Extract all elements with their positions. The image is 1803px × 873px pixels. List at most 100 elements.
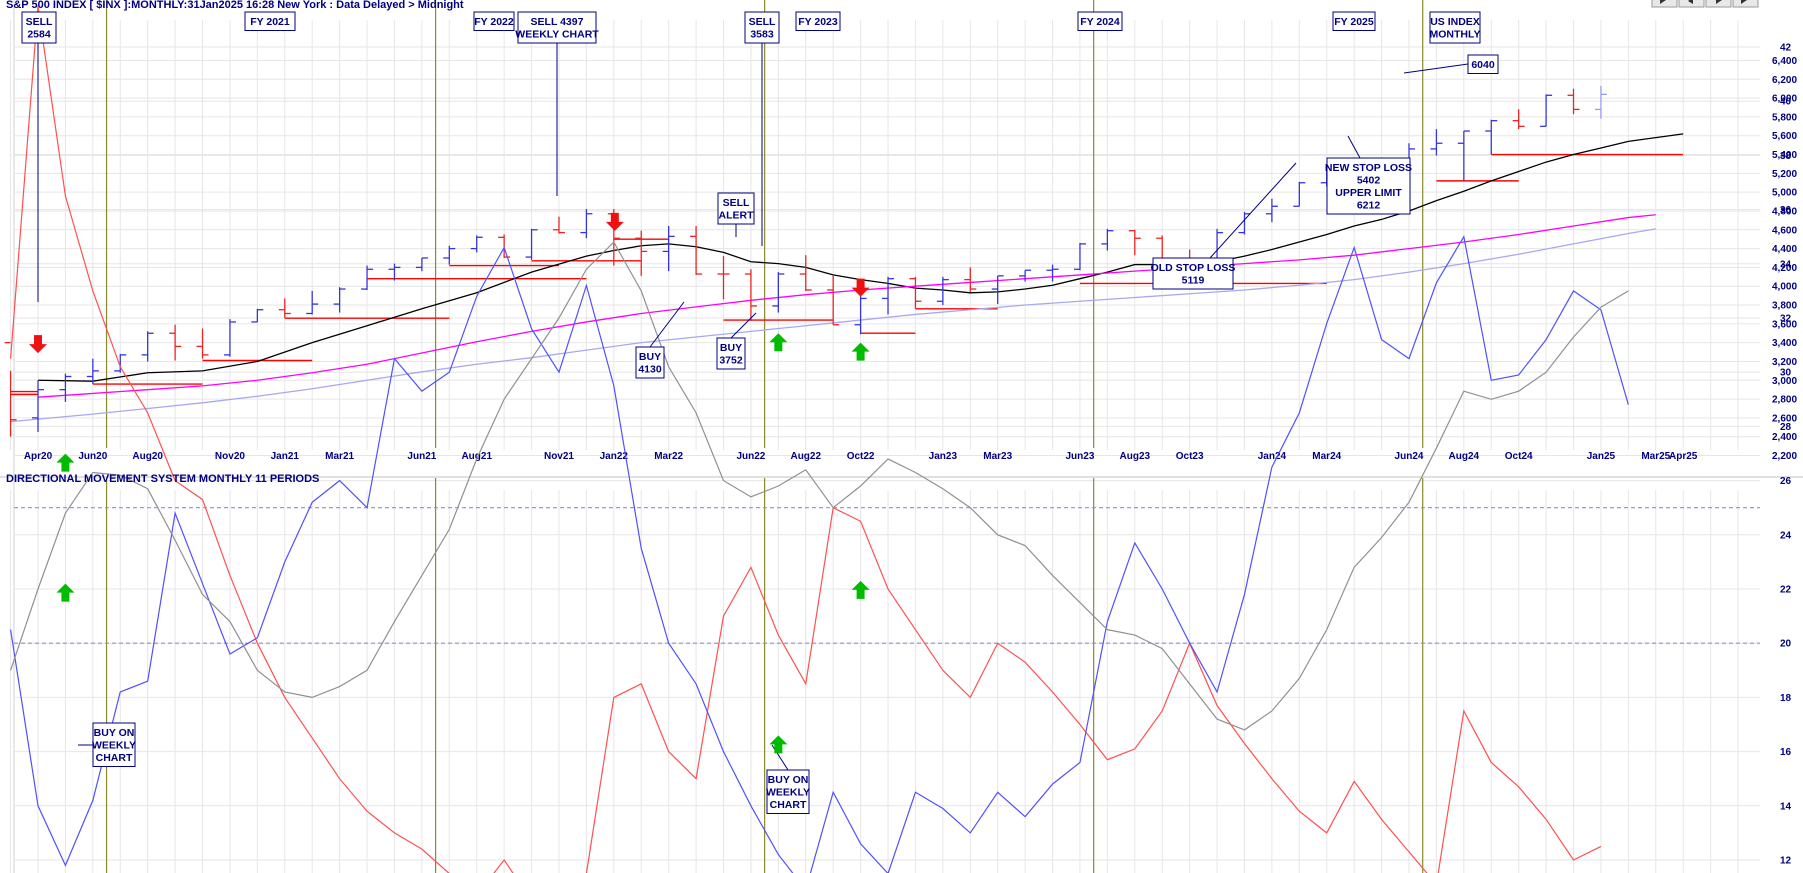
ohlc-bar [799,255,812,291]
annotation-connector [1347,135,1361,159]
up-arrow [851,580,870,599]
us-index-monthly-label [1429,11,1481,44]
dms-y-tick-label: 18 [1780,693,1792,704]
down-arrow [605,212,624,231]
ohlc-bar [772,272,785,313]
nav-button-4[interactable] [1732,0,1759,8]
dms-chart-title: DIRECTIONAL MOVEMENT SYSTEM MONTHLY 11 P… [6,473,319,485]
navigation-controls[interactable] [1651,0,1759,8]
ohlc-bar [662,226,675,272]
price-y-tick-label: 2,600 [1772,413,1797,424]
x-tick-label: Jun20 [78,451,107,462]
annotation-connector [730,312,757,339]
ohlc-bar [964,267,977,292]
fy-2023-label [795,11,841,31]
fy-2021-label-text: FY 2021 [250,16,290,28]
ohlc-bar [141,331,154,362]
buy-weekly-chart-label-2-text: BUY ON [768,774,809,786]
dms-line-3 [10,241,1629,731]
up-arrow [769,735,788,754]
old-stop-loss-label-text: 5119 [1182,275,1205,287]
new-stop-loss-label-text: UPPER LIMIT [1335,187,1402,199]
x-tick-label: Apr20 [24,451,53,462]
price-y-tick-label: 2,800 [1772,395,1797,406]
fy-2023-label-text: FY 2023 [798,16,838,28]
price-y-tick-label: 5,000 [1772,188,1797,199]
sell-alert-label-text: ALERT [719,210,755,222]
x-tick-label: Mar23 [983,451,1012,462]
old-stop-loss-label-text: OLD STOP LOSS [1151,262,1236,274]
ohlc-bar [59,373,72,402]
ohlc-bar [1128,229,1141,256]
dms-line-2 [9,235,1629,873]
nav-button-1[interactable] [1651,0,1678,8]
x-tick-label: Jan25 [1587,451,1616,462]
buy-weekly-chart-label-1-text: BUY ON [94,727,135,739]
fy-2024-label-text: FY 2024 [1080,16,1120,28]
annotation-connector [649,301,685,348]
dms-y-tick-label: 30 [1780,368,1792,379]
buy-weekly-chart-label-1 [92,722,136,767]
sell-3583-label-text: SELL [749,16,776,28]
x-tick-label: Jun23 [1066,451,1095,462]
x-tick-label: Aug22 [790,451,821,462]
buy-3752-label-text: BUY [720,342,742,354]
dms-y-tick-label: 28 [1780,422,1792,433]
x-tick-label: Oct23 [1176,451,1204,462]
ohlc-bar [552,216,565,234]
ohlc-bar [991,275,1004,305]
sell-4397-label-text: SELL 4397 [531,16,584,28]
ohlc-bar [169,324,182,361]
price-y-tick-label: 6,400 [1772,56,1797,67]
dms-y-tick-label: 40 [1780,97,1792,108]
x-tick-label: Jan24 [1258,451,1287,462]
buy-weekly-chart-label-2-text: WEEKLY [766,787,810,799]
us-index-monthly-label-text: MONTHLY [1430,29,1481,41]
nav-button-2[interactable] [1678,0,1705,8]
x-tick-label: Aug20 [132,451,163,462]
us-index-monthly-label-text: US INDEX [1430,16,1480,28]
x-tick-label: Mar21 [325,451,354,462]
ohlc-bar [744,269,757,322]
last-price-label-text: 6040 [1471,59,1495,71]
ohlc-bar [635,230,648,276]
ohlc-bar [196,328,209,359]
x-tick-label: Aug21 [461,451,492,462]
ohlc-bar [388,263,401,281]
ohlc-bar [580,209,593,239]
sell-alert-label [717,192,755,225]
x-tick-label: Nov21 [544,451,574,462]
ohlc-bar [251,308,264,323]
x-tick-label: Mar24 [1312,451,1341,462]
buy-4130-label-text: 4130 [638,364,662,376]
fy-2022-label-text: FY 2022 [474,16,514,28]
price-panel [4,85,1684,437]
up-arrow [769,333,788,352]
x-tick-label: Jan23 [929,451,958,462]
ohlc-bar [525,228,538,260]
sell-3583-label-text: 3583 [750,29,774,41]
ohlc-bar [114,353,127,373]
ohlc-bar [470,235,483,253]
dms-y-tick-label: 32 [1780,314,1792,325]
dms-y-tick-label: 14 [1780,801,1792,812]
x-tick-label: Aug24 [1449,451,1480,462]
buy-4130-label [635,346,665,379]
ohlc-bar [32,380,44,432]
nav-button-3[interactable] [1705,0,1732,8]
down-arrow [851,278,870,297]
ohlc-bar [1019,269,1032,282]
ohlc-bar [882,276,895,315]
ohlc-bar [1073,242,1086,271]
ohlc-bar [278,298,291,319]
ohlc-bar [1046,264,1059,282]
x-tick-label: Aug23 [1120,451,1151,462]
new-stop-loss-label [1326,157,1411,215]
price-y-tick-label: 4,200 [1772,263,1797,274]
prev-icon [1688,0,1693,4]
buy-weekly-chart-label-1-text: WEEKLY [92,740,136,752]
dms-y-tick-label: 42 [1780,43,1792,54]
ohlc-bar [936,276,949,306]
